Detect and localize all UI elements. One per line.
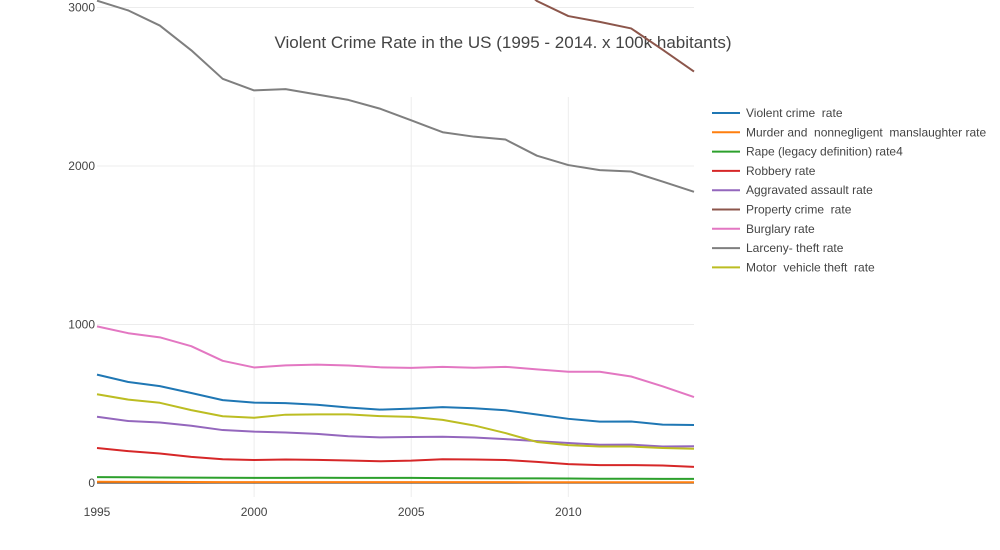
series-line-8[interactable]	[96, 0, 695, 193]
x-tick-label: 2000	[241, 505, 268, 519]
series-line-1[interactable]	[96, 373, 695, 426]
legend-label: Murder and nonnegligent manslaughter rat…	[746, 125, 986, 139]
series-lines	[96, 0, 695, 484]
x-tick-label: 1995	[84, 505, 111, 519]
series-line-9[interactable]	[96, 393, 695, 450]
legend-item[interactable]: Aggravated assault rate	[712, 183, 873, 197]
y-tick-label: 0	[88, 476, 95, 490]
x-tick-label: 2005	[398, 505, 425, 519]
series-line-6[interactable]	[97, 0, 695, 73]
series-line-7[interactable]	[96, 325, 695, 399]
legend-label: Aggravated assault rate	[746, 183, 873, 197]
legend-item[interactable]: Larceny- theft rate	[712, 241, 844, 255]
legend-item[interactable]: Rape (legacy definition) rate4	[712, 145, 903, 159]
x-tick-label: 2010	[555, 505, 582, 519]
series-line-5[interactable]	[96, 415, 695, 448]
series-line-4[interactable]	[96, 446, 695, 468]
series-line-3[interactable]	[96, 476, 694, 480]
legend-item[interactable]: Burglary rate	[712, 222, 815, 236]
legend-label: Burglary rate	[746, 222, 815, 236]
legend-label: Violent crime rate	[746, 106, 843, 120]
y-tick-label: 1000	[68, 318, 95, 332]
legend-label: Property crime rate	[746, 203, 852, 217]
legend-label: Rape (legacy definition) rate4	[746, 145, 903, 159]
chart-title: Violent Crime Rate in the US (1995 - 201…	[274, 33, 731, 52]
legend-item[interactable]: Motor vehicle theft rate	[712, 260, 875, 274]
axes: 199520002005201001000200030004000	[68, 1, 582, 520]
legend-item[interactable]: Property crime rate	[712, 203, 852, 217]
legend-item[interactable]: Robbery rate	[712, 164, 816, 178]
y-tick-label: 2000	[68, 159, 95, 173]
y-tick-label: 3000	[68, 1, 95, 15]
series-line-2[interactable]	[96, 480, 694, 484]
legend[interactable]: Violent crime rate Murder and nonnegligen…	[712, 106, 986, 274]
legend-label: Larceny- theft rate	[746, 241, 844, 255]
legend-item[interactable]: Violent crime rate	[712, 106, 843, 120]
legend-label: Robbery rate	[746, 164, 816, 178]
legend-label: Motor vehicle theft rate	[746, 260, 875, 274]
legend-item[interactable]: Murder and nonnegligent manslaughter rat…	[712, 125, 986, 139]
